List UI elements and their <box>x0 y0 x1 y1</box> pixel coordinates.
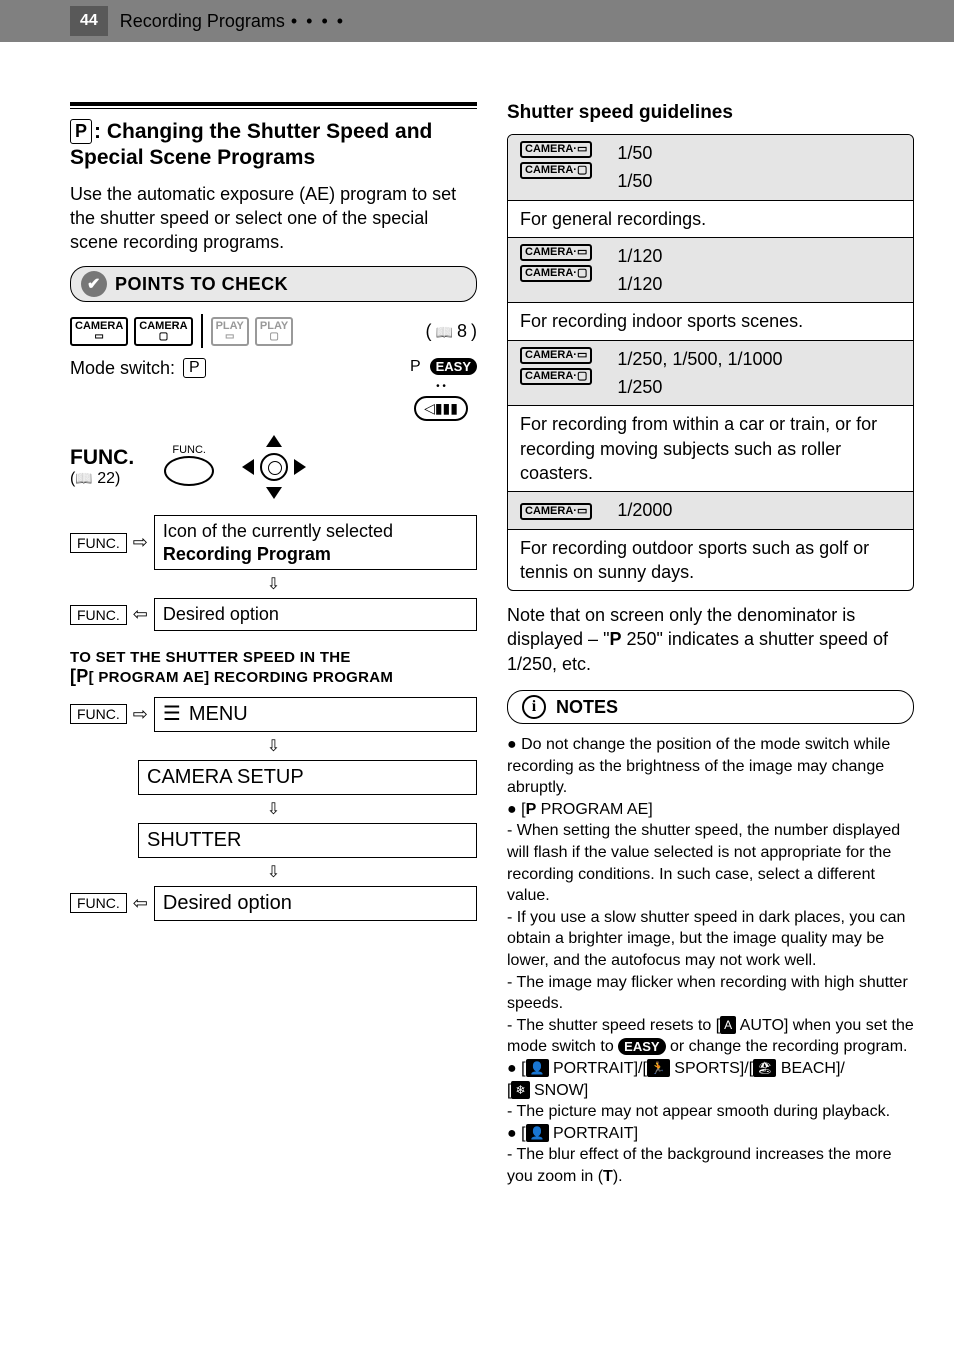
func-reference: ( 22) <box>70 470 134 488</box>
note-item: If you use a slow shutter speed in dark … <box>507 907 914 972</box>
page-number: 44 <box>70 6 108 36</box>
auto-icon: A <box>720 1016 736 1034</box>
denominator-note: Note that on screen only the denominator… <box>507 603 914 676</box>
arrow-left-icon: ⇦ <box>133 604 148 625</box>
arrow-left-icon: ⇦ <box>133 893 148 914</box>
func-pill: FUNC. <box>70 704 127 724</box>
divider <box>201 314 203 348</box>
content: P: Changing the Shutter Speed and Specia… <box>0 42 954 1208</box>
easy-badge-icon: EASY <box>430 358 477 375</box>
subheading: TO SET THE SHUTTER SPEED IN THE [P[ PROG… <box>70 649 477 687</box>
table-row: CAMERA·▭ 1/2000 <box>508 492 913 529</box>
table-row: For general recordings. <box>508 201 913 238</box>
camera-tape-icon: CAMERA·▭ <box>520 503 592 520</box>
rule <box>70 108 477 109</box>
notes-list: Do not change the position of the mode s… <box>507 734 914 1187</box>
mode-switch-label: Mode switch: <box>70 358 175 379</box>
table-row: For recording indoor sports scenes. <box>508 303 913 340</box>
down-arrow-icon: ⇩ <box>70 574 477 594</box>
snow-icon: ❄ <box>511 1081 529 1099</box>
camera-card-icon: CAMERA·▢ <box>520 162 592 179</box>
points-to-check-callout: ✔ POINTS TO CHECK <box>70 266 477 302</box>
step-row: FUNC. ⇨ Icon of the currently selected R… <box>70 515 477 570</box>
func-navigation-row: FUNC. ( 22) FUNC. <box>70 437 477 497</box>
func-label: FUNC. <box>70 446 134 470</box>
points-to-check-label: POINTS TO CHECK <box>115 274 288 295</box>
arrow-right-icon: ⇨ <box>133 704 148 725</box>
joystick-icon <box>244 437 304 497</box>
func-pill: FUNC. <box>70 893 127 913</box>
easy-badge-icon: EASY <box>618 1038 665 1055</box>
func-button-icon <box>164 456 214 486</box>
header-title: Recording Programs• • • • <box>120 11 345 32</box>
note-item: The shutter speed resets to [A AUTO] whe… <box>507 1015 914 1058</box>
portrait-icon: 👤 <box>526 1124 549 1142</box>
p-label: P <box>405 358 426 375</box>
note-item: The image may flicker when recording wit… <box>507 972 914 1015</box>
arrow-right-icon: ⇨ <box>133 532 148 553</box>
switch-graphic: P EASY • • ◁▮▮▮ <box>405 358 477 421</box>
rule <box>70 102 477 106</box>
note-item: The blur effect of the background increa… <box>507 1144 914 1187</box>
switch-slot-icon: ◁▮▮▮ <box>414 396 468 421</box>
table-row: For recording outdoor sports such as gol… <box>508 530 913 591</box>
intro-text: Use the automatic exposure (AE) program … <box>70 182 477 255</box>
note-item: [P PROGRAM AE] <box>507 799 914 821</box>
info-icon: i <box>522 695 546 719</box>
play-card-mode-icon: PLAY▢ <box>255 317 293 346</box>
notes-label: NOTES <box>556 697 618 718</box>
camera-tape-mode-icon: CAMERA▭ <box>70 317 128 346</box>
shutter-speed-table: CAMERA·▭CAMERA·▢ 1/501/50 For general re… <box>507 134 914 591</box>
down-arrow-icon: ⇩ <box>70 736 477 756</box>
desired-option-box: Desired option <box>154 598 477 631</box>
down-arrow-icon: ⇩ <box>70 799 477 819</box>
table-row: CAMERA·▭CAMERA·▢ 1/250, 1/500, 1/10001/2… <box>508 341 913 407</box>
func-button-label: FUNC. <box>164 444 214 456</box>
camera-tape-icon: CAMERA·▭ <box>520 244 592 261</box>
table-row: CAMERA·▭CAMERA·▢ 1/1201/120 <box>508 238 913 304</box>
p-mode-icon: P <box>183 358 206 378</box>
table-row: For recording from within a car or train… <box>508 406 913 492</box>
menu-sequence: FUNC. ⇨ MENU ⇩ CAMERA SETUP ⇩ SHUTTER ⇩ … <box>70 697 477 921</box>
sports-icon: 🏃 <box>647 1059 670 1077</box>
menu-item-box: SHUTTER <box>138 823 477 858</box>
camera-card-mode-icon: CAMERA▢ <box>134 317 192 346</box>
camera-card-icon: CAMERA·▢ <box>520 265 592 282</box>
recording-program-box: Icon of the currently selected Recording… <box>154 515 477 570</box>
left-column: P: Changing the Shutter Speed and Specia… <box>70 102 477 1188</box>
p-icon: P <box>70 119 92 144</box>
menu-item-box: CAMERA SETUP <box>138 760 477 795</box>
portrait-icon: 👤 <box>526 1059 549 1077</box>
func-label-block: FUNC. ( 22) <box>70 446 134 488</box>
func-pill: FUNC. <box>70 605 127 625</box>
step-row: FUNC. ⇦ Desired option <box>70 598 477 631</box>
menu-icon <box>163 703 189 725</box>
note-item: [👤 PORTRAIT]/[🏃 SPORTS]/[🏖 BEACH]/[❄ SNO… <box>507 1058 914 1101</box>
note-item: When setting the shutter speed, the numb… <box>507 820 914 906</box>
down-arrow-icon: ⇩ <box>70 862 477 882</box>
note-item: The picture may not appear smooth during… <box>507 1101 914 1123</box>
note-item: Do not change the position of the mode s… <box>507 734 914 799</box>
section-title: P: Changing the Shutter Speed and Specia… <box>70 119 477 172</box>
table-row: CAMERA·▭CAMERA·▢ 1/501/50 <box>508 135 913 201</box>
shutter-guidelines-title: Shutter speed guidelines <box>507 102 914 124</box>
beach-icon: 🏖 <box>753 1059 776 1077</box>
camera-card-icon: CAMERA·▢ <box>520 368 592 385</box>
func-button-graphic: FUNC. <box>164 444 214 491</box>
check-icon: ✔ <box>81 271 107 297</box>
notes-callout: i NOTES <box>507 690 914 724</box>
page-reference: ( 8) <box>426 321 477 342</box>
camera-tape-icon: CAMERA·▭ <box>520 141 592 158</box>
mode-indicator-row: CAMERA▭ CAMERA▢ PLAY▭ PLAY▢ ( 8) <box>70 314 477 348</box>
mode-switch-line: Mode switch: P P EASY • • ◁▮▮▮ <box>70 358 477 421</box>
page-header: 44 Recording Programs• • • • <box>0 0 954 42</box>
menu-item-box: MENU <box>154 697 477 732</box>
play-tape-mode-icon: PLAY▭ <box>211 317 249 346</box>
right-column: Shutter speed guidelines CAMERA·▭CAMERA·… <box>507 102 914 1188</box>
camera-tape-icon: CAMERA·▭ <box>520 347 592 364</box>
func-pill: FUNC. <box>70 533 127 553</box>
menu-item-box: Desired option <box>154 886 477 921</box>
note-item: [👤 PORTRAIT] <box>507 1123 914 1145</box>
